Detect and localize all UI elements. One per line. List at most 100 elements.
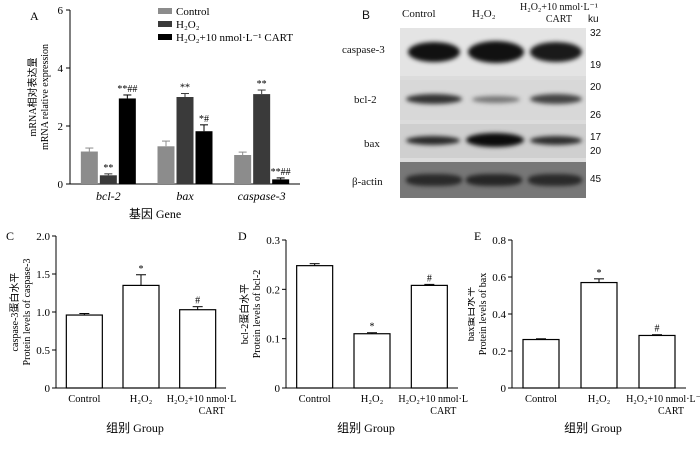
panel-a: A 0 2 4 6 mRNA相对表达量 mRNA relative expression **… [0, 0, 330, 222]
chart-a: A 0 2 4 6 mRNA相对表达量 mRNA relative expression **… [26, 5, 300, 221]
panel-b: B Control H₂O₂ H₂O₂+10 nmol·L⁻¹ CART ku [340, 0, 700, 222]
y-tick-label: 0.8 [492, 235, 506, 247]
lane-label-h2o2: H₂O₂ [472, 8, 496, 20]
y-tick-label: 4 [58, 63, 64, 75]
blot-strip-bax [400, 124, 586, 158]
bar [99, 175, 117, 184]
panel-letter-a: A [30, 9, 39, 23]
band [466, 133, 524, 147]
ku-marker: 26 [590, 110, 602, 121]
y-axis-label-en: mRNA relative expression [40, 44, 51, 150]
bar [179, 309, 217, 389]
x-tick-label: CART [199, 406, 225, 417]
ku-marker: 45 [590, 174, 602, 185]
significance-mark: * [597, 268, 602, 279]
y-axis-label-cn: bax蛋白水平 [468, 287, 477, 341]
y-axis-label-en: Protein levels of bax [478, 273, 489, 355]
significance-mark: * [370, 322, 375, 333]
x-axis-label: 基因 Gene [129, 207, 181, 221]
ku-unit-label: ku [588, 14, 599, 25]
ku-marker: 32 [590, 28, 602, 39]
band [530, 136, 582, 145]
bar [580, 281, 618, 389]
significance-mark: * [139, 264, 144, 275]
y-tick-label: 0.1 [266, 334, 280, 346]
y-tick-label: 2.0 [36, 231, 50, 243]
blot-strip-beta-actin [400, 162, 586, 198]
blot-strip-caspase-3 [400, 28, 586, 76]
x-tick-label: caspase-3 [238, 189, 286, 203]
significance-mark: # [427, 273, 432, 284]
band [408, 42, 460, 62]
panel-c: C 0 0.5 1.0 1.5 2.0 caspase-3蛋白水平 Protein level… [0, 226, 245, 446]
x-tick-label: CART [430, 406, 456, 417]
y-tick-label: 0 [45, 383, 51, 395]
band [468, 41, 524, 63]
band [406, 174, 462, 186]
significance-mark: # [655, 324, 660, 335]
y-tick-label: 0.2 [492, 346, 506, 358]
y-tick-label: 0 [275, 383, 281, 395]
legend-swatch [158, 21, 172, 27]
x-tick-label: H₂O₂+10 nmol·L⁻¹ [626, 394, 700, 405]
band [530, 42, 582, 62]
band [530, 94, 582, 104]
x-axis-label: 组别 Group [564, 421, 622, 435]
legend-label: H₂O₂+10 nmol·L⁻¹ CART [176, 32, 293, 44]
significance-mark: ** [257, 79, 267, 90]
blot-image [400, 28, 586, 198]
bar [272, 179, 290, 184]
lane-label-cart-line2: CART [545, 14, 572, 25]
bar [65, 314, 103, 389]
panel-d: D 0 0.1 0.2 0.3 bcl-2蛋白水平 Protein levels of bc… [236, 226, 476, 446]
chart-d: D 0 0.1 0.2 0.3 bcl-2蛋白水平 Protein levels of bc… [238, 229, 476, 435]
y-axis-label-cn: caspase-3蛋白水平 [8, 273, 21, 352]
panel-e: E 0 0.2 0.4 0.6 0.8 bax蛋白水平 Protein levels of b… [464, 226, 700, 446]
row-label-bcl-2: bcl-2 [354, 94, 377, 106]
x-tick-label: Control [299, 394, 331, 405]
lane-label-cart-line1: H₂O₂+10 nmol·L⁻¹ [520, 2, 598, 13]
row-label-caspase-3: caspase-3 [342, 44, 385, 56]
y-tick-label: 0.6 [492, 272, 506, 284]
legend-swatch [158, 34, 172, 40]
lane-label-cart: H₂O₂+10 nmol·L⁻¹ CART [520, 2, 598, 26]
bar [410, 284, 448, 389]
y-axis-label-cn: mRNA相对表达量 [26, 58, 39, 137]
row-label-bax: bax [364, 138, 380, 150]
x-tick-label: H₂O₂+10 nmol·L⁻¹ [398, 394, 468, 405]
y-tick-label: 2 [58, 121, 64, 133]
band [406, 136, 460, 145]
significance-mark: *# [199, 114, 209, 125]
y-axis-label-en: Protein levels of caspase-3 [22, 259, 33, 366]
lane-label-control: Control [402, 8, 436, 20]
y-axis-label-cn: bcl-2蛋白水平 [238, 284, 251, 345]
band [406, 94, 462, 104]
chart-c: C 0 0.5 1.0 1.5 2.0 caspase-3蛋白水平 Protein level… [6, 229, 245, 435]
row-label-beta-actin: β-actin [352, 176, 383, 188]
band [472, 96, 520, 103]
bar [80, 151, 98, 184]
legend-swatch [158, 8, 172, 14]
y-tick-label: 0.5 [36, 345, 50, 357]
band [528, 174, 582, 186]
x-tick-label: bax [176, 189, 194, 203]
chart-e: E 0 0.2 0.4 0.6 0.8 bax蛋白水平 Protein levels of b… [464, 229, 700, 435]
significance-mark: ** [180, 83, 190, 94]
y-tick-label: 0.4 [492, 309, 506, 321]
y-axis-label-en: Protein levels of bcl-2 [252, 270, 263, 359]
x-tick-label: Control [525, 394, 557, 405]
ku-marker: 19 [590, 60, 602, 71]
y-tick-label: 0.2 [266, 284, 280, 296]
y-tick-label: 6 [58, 5, 64, 17]
x-tick-label: H₂O₂ [130, 394, 153, 405]
panel-letter: E [474, 229, 481, 243]
y-tick-label: 0.3 [266, 235, 280, 247]
significance-mark: # [195, 296, 200, 307]
legend-label: Control [176, 6, 210, 18]
y-tick-label: 1.5 [36, 269, 50, 281]
blot-strip-bcl-2 [400, 80, 586, 120]
ku-marker: 17 [590, 132, 602, 143]
y-tick-label: 1.0 [36, 307, 50, 319]
bar [296, 265, 334, 389]
x-tick-label: H₂O₂ [361, 394, 384, 405]
